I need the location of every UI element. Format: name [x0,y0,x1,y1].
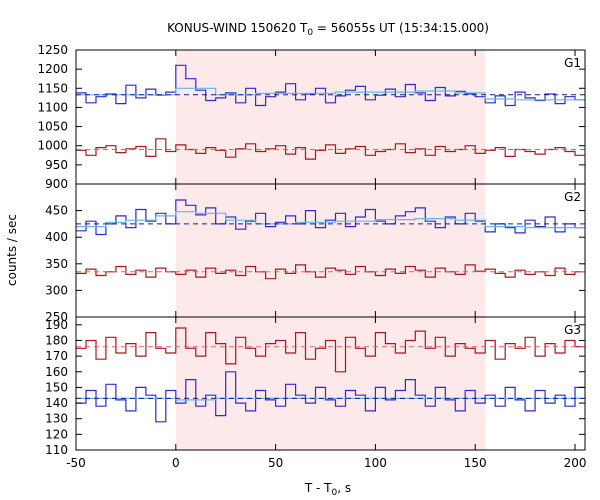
y-tick-label: 1000 [37,139,68,153]
series-line-4 [76,264,585,280]
y-tick-label: 950 [45,158,68,172]
y-tick-label: 160 [45,365,68,379]
series-group [76,327,585,423]
x-tick-label: -50 [66,456,86,470]
y-tick-label: 300 [45,283,68,297]
series-group [76,64,585,160]
panel-g1: 900 950 1000 1050 1100 1150 1200 1250 G1 [37,43,586,191]
y-tick-label: 190 [45,318,68,332]
y-tick-label: 1100 [37,100,68,114]
y-tick-label: 450 [45,204,68,218]
chart-title: KONUS-WIND 150620 T0 = 56055s UT (15:34:… [167,21,489,38]
y-tick-label: 250 [45,310,68,324]
panel-label: G2 [564,190,581,204]
chart-title-suffix: = 56055s UT (15:34:15.000) [313,21,489,35]
panel-g2: 250 300 350 400 450 G2 [45,183,586,324]
highlight-region [175,184,486,317]
series-line-1 [76,199,585,236]
y-tick-label: 1200 [37,62,68,76]
series-line-3 [76,371,585,423]
x-axis-label-prefix: T - T [304,481,332,495]
series-line-1 [76,327,585,373]
y-tick-label: 130 [45,412,68,426]
panels-group: 900950100010501100115012001250G125030035… [37,43,587,470]
y-tick-label: 900 [45,177,68,191]
highlight-region [175,50,486,184]
y-tick-label: 350 [45,257,68,271]
y-tick-label: 120 [45,427,68,441]
y-tick-label: 140 [45,396,68,410]
chart-title-subscript: 0 [307,28,313,38]
x-tick-label: 50 [268,456,283,470]
y-tick-label: 170 [45,349,68,363]
highlight-region [175,317,486,450]
panel-label: G1 [564,56,581,70]
x-tick-label: 100 [364,456,387,470]
series-line-4 [76,138,585,160]
y-tick-label: 1050 [37,120,68,134]
x-axis-label-subscript: 0 [332,488,338,498]
y-axis-label: counts / sec [5,214,19,286]
y-tick-label: 1150 [37,81,68,95]
y-tick-label: 180 [45,333,68,347]
y-tick-label: 150 [45,380,68,394]
chart-title-prefix: KONUS-WIND 150620 T [167,21,308,35]
panel-label: G3 [564,323,581,337]
series-line-2 [76,87,585,101]
x-tick-label: 0 [172,456,180,470]
y-tick-label: 110 [45,443,68,457]
series-group [76,199,585,280]
y-tick-label: 1250 [37,43,68,57]
x-axis-label-suffix: , s [337,481,351,495]
x-tick-label: 200 [564,456,587,470]
x-axis-label: T - T0, s [304,481,351,498]
y-tick-label: 400 [45,230,68,244]
x-tick-label: 150 [464,456,487,470]
panel-frame [75,316,586,451]
